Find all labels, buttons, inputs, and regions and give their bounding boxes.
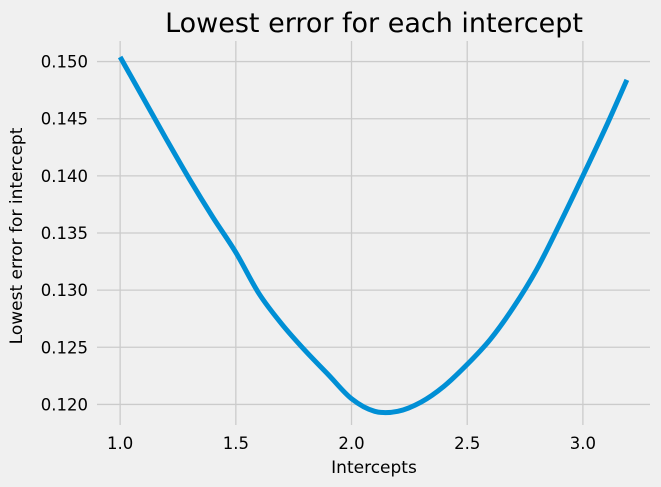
tick-labels: 1.0 1.5 2.0 2.5 3.0 0.120 0.125 0.130 0.135 0.140… [41,53,596,453]
x-tick-label: 3.0 [570,434,596,453]
y-tick-label: 0.145 [41,110,88,129]
y-tick-label: 0.135 [41,224,88,243]
y-axis-label: Lowest error for intercept [7,127,27,344]
series-line [117,55,630,416]
grid [97,41,650,425]
plot-area [117,55,630,416]
y-tick-label: 0.125 [41,338,88,357]
y-tick-label: 0.140 [41,167,88,186]
x-tick-label: 1.5 [223,434,249,453]
y-tick-label: 0.150 [41,53,88,72]
x-axis-label: Intercepts [331,458,417,478]
y-tick-label: 0.130 [41,281,88,300]
x-tick-label: 1.0 [107,434,133,453]
x-tick-label: 2.0 [338,434,364,453]
x-tick-label: 2.5 [454,434,480,453]
chart-title: Lowest error for each intercept [165,8,583,39]
y-tick-label: 0.120 [41,395,88,414]
